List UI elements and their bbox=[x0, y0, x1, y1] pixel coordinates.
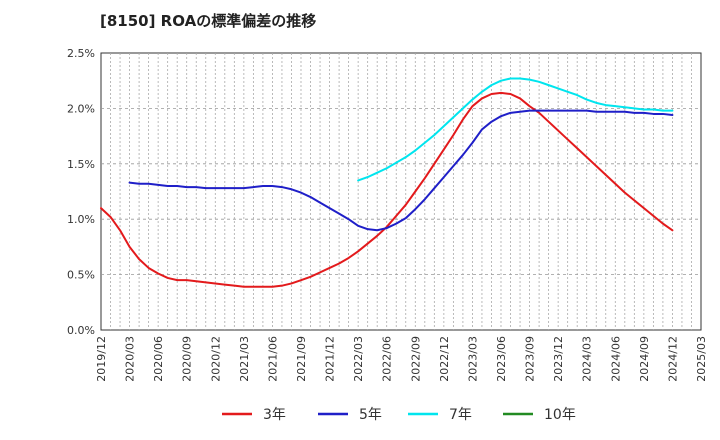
x-tick-label: 2021/09 bbox=[295, 336, 308, 382]
x-tick-label: 2020/06 bbox=[152, 336, 165, 382]
x-tick-label: 2023/03 bbox=[466, 336, 479, 382]
legend-item-0: 3年 bbox=[222, 407, 286, 423]
y-tick-label: 1.0% bbox=[67, 213, 95, 226]
legend-item-3: 10年 bbox=[503, 407, 576, 423]
x-tick-label: 2022/03 bbox=[352, 336, 365, 382]
y-tick-label: 0.5% bbox=[67, 269, 95, 282]
x-tick-label: 2022/12 bbox=[438, 336, 451, 382]
x-tick-label: 2023/06 bbox=[495, 336, 508, 382]
x-tick-label: 2025/03 bbox=[695, 336, 708, 382]
y-tick-label: 1.5% bbox=[67, 158, 95, 171]
x-tick-label: 2024/09 bbox=[638, 336, 651, 382]
y-tick-label: 2.5% bbox=[67, 47, 95, 60]
legend-item-1: 5年 bbox=[318, 407, 382, 423]
x-tick-label: 2021/06 bbox=[266, 336, 279, 382]
legend-label: 5年 bbox=[359, 407, 382, 423]
plot-area bbox=[100, 52, 702, 331]
x-tick-label: 2023/12 bbox=[552, 336, 565, 382]
x-tick-label: 2022/06 bbox=[381, 336, 394, 382]
x-tick-label: 2020/09 bbox=[181, 336, 194, 382]
axis-labels: 0.0% 0.5% 1.0% 1.5% 2.0% 2.5% 2019/12 2020/03 20… bbox=[67, 47, 708, 382]
series-line-2 bbox=[357, 77, 674, 182]
y-tick-label: 0.0% bbox=[67, 324, 95, 337]
legend-item-2: 7年 bbox=[408, 407, 472, 423]
x-tick-label: 2021/12 bbox=[324, 336, 337, 382]
x-tick-label: 2024/03 bbox=[581, 336, 594, 382]
series-line-1 bbox=[128, 109, 674, 232]
x-tick-label: 2024/06 bbox=[609, 336, 622, 382]
grid-lines bbox=[101, 53, 701, 330]
legend-label: 10年 bbox=[544, 407, 576, 423]
x-tick-label: 2024/12 bbox=[666, 336, 679, 382]
legend-label: 3年 bbox=[263, 407, 286, 423]
legend-label: 7年 bbox=[449, 407, 472, 423]
x-tick-label: 2021/03 bbox=[238, 336, 251, 382]
x-tick-label: 2019/12 bbox=[95, 336, 108, 382]
legend: 3年 5年 7年 10年 bbox=[222, 407, 576, 423]
chart-title: [8150] ROAの標準偏差の推移 bbox=[100, 12, 317, 30]
y-tick-label: 2.0% bbox=[67, 102, 95, 115]
x-tick-label: 2020/12 bbox=[209, 336, 222, 382]
x-tick-label: 2023/09 bbox=[524, 336, 537, 382]
x-tick-label: 2020/03 bbox=[124, 336, 137, 382]
series-lines bbox=[100, 77, 674, 288]
x-tick-label: 2022/09 bbox=[409, 336, 422, 382]
